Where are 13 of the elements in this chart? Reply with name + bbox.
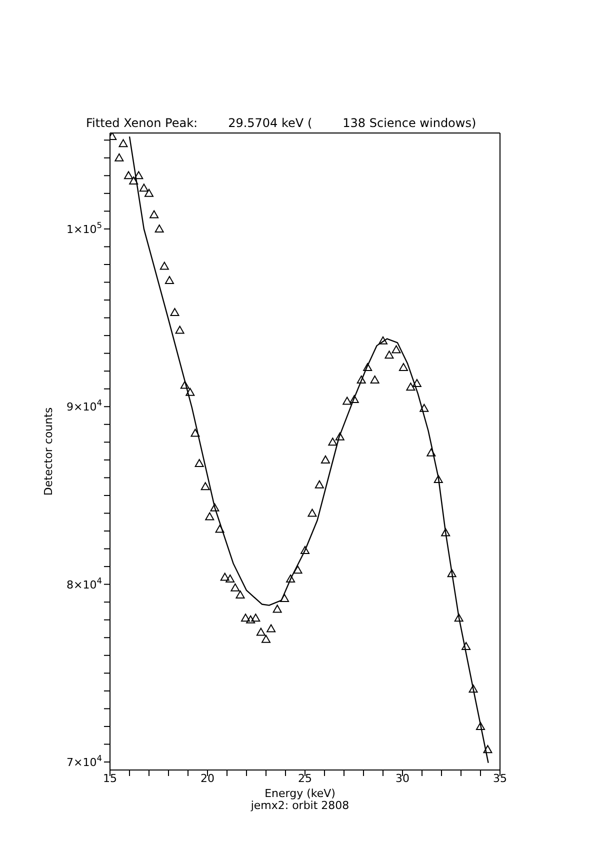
x-tick-label: 20 [200, 772, 214, 785]
x-axis-title: Energy (keV) [264, 787, 336, 800]
x-tick-label: 15 [103, 772, 117, 785]
x-tick-label: 30 [396, 772, 410, 785]
x-tick-label: 35 [493, 772, 507, 785]
text: jemx2: orbit 2808 [250, 799, 350, 812]
y-tick-label: 7×10$^{4}$ [66, 753, 102, 770]
y-axis-title: Detector counts [42, 407, 55, 496]
y-tick-label: 1×10$^{5}$ [66, 220, 102, 236]
y-tick-label: 9×10$^{4}$ [66, 398, 102, 414]
x-tick-label: 25 [298, 772, 312, 785]
y-tick-label: 8×10$^{4}$ [66, 575, 102, 592]
chart-title: Fitted Xenon Peak: 29.5704 keV ( 138 Science windows) [86, 116, 476, 130]
